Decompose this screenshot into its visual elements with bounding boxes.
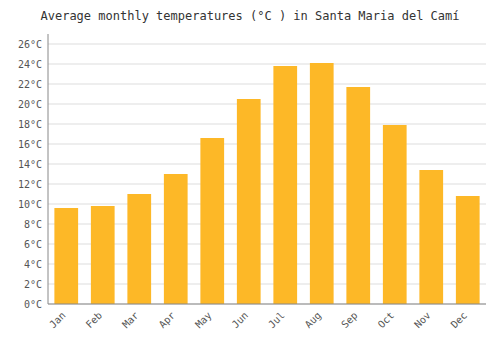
x-tick-label: Apr xyxy=(157,310,178,331)
title: Average monthly temperatures (°C ) in Sa… xyxy=(40,9,459,23)
bar xyxy=(310,63,334,304)
bar xyxy=(54,208,78,304)
y-tick-label: 8°C xyxy=(24,219,42,230)
x-tick-label: Jul xyxy=(266,310,287,331)
y-tick-label: 4°C xyxy=(24,259,42,270)
bars xyxy=(54,63,479,304)
x-tick-label: Oct xyxy=(376,310,397,331)
y-tick-label: 2°C xyxy=(24,279,42,290)
x-tick-label: Dec xyxy=(449,310,470,331)
grid-line xyxy=(48,304,486,305)
y-tick-label: 24°C xyxy=(18,59,42,70)
bar xyxy=(456,196,480,304)
y-grid xyxy=(48,44,486,304)
bar xyxy=(346,87,370,304)
bar xyxy=(200,138,224,304)
x-tick-label: Mar xyxy=(120,310,141,331)
grid-line xyxy=(48,144,486,145)
x-tick-label: Aug xyxy=(303,310,324,331)
y-tick-label: 14°C xyxy=(18,159,42,170)
bar xyxy=(419,170,443,304)
chart-container: Average monthly temperatures (°C ) in Sa… xyxy=(0,0,500,350)
bar xyxy=(383,125,407,304)
y-tick-label: 18°C xyxy=(18,119,42,130)
x-tick-label: Feb xyxy=(84,310,105,331)
x-tick-label: Sep xyxy=(339,310,360,331)
y-tick-label: 16°C xyxy=(18,139,42,150)
bar xyxy=(237,99,261,304)
x-tick-label: Jan xyxy=(47,310,68,331)
x-tick-label: Nov xyxy=(412,310,433,331)
x-tick-label: May xyxy=(193,310,214,331)
bar xyxy=(127,194,151,304)
y-tick-label: 20°C xyxy=(18,99,42,110)
y-tick-label: 10°C xyxy=(18,199,42,210)
chart: Average monthly temperatures (°C ) in Sa… xyxy=(0,0,500,350)
x-axis-line xyxy=(48,304,486,305)
grid-line xyxy=(48,104,486,105)
y-tick-label: 6°C xyxy=(24,239,42,250)
y-tick-label: 26°C xyxy=(18,39,42,50)
y-tick-label: 22°C xyxy=(18,79,42,90)
y-axis-line xyxy=(48,34,49,304)
grid-line xyxy=(48,44,486,45)
grid-line xyxy=(48,64,486,65)
grid-line xyxy=(48,124,486,125)
grid-line xyxy=(48,164,486,165)
y-tick-label: 12°C xyxy=(18,179,42,190)
x-tick-label: Jun xyxy=(230,310,251,331)
grid-line xyxy=(48,84,486,85)
bar xyxy=(273,66,297,304)
y-tick-label: 0°C xyxy=(24,299,42,310)
bar xyxy=(164,174,188,304)
bar xyxy=(91,206,115,304)
